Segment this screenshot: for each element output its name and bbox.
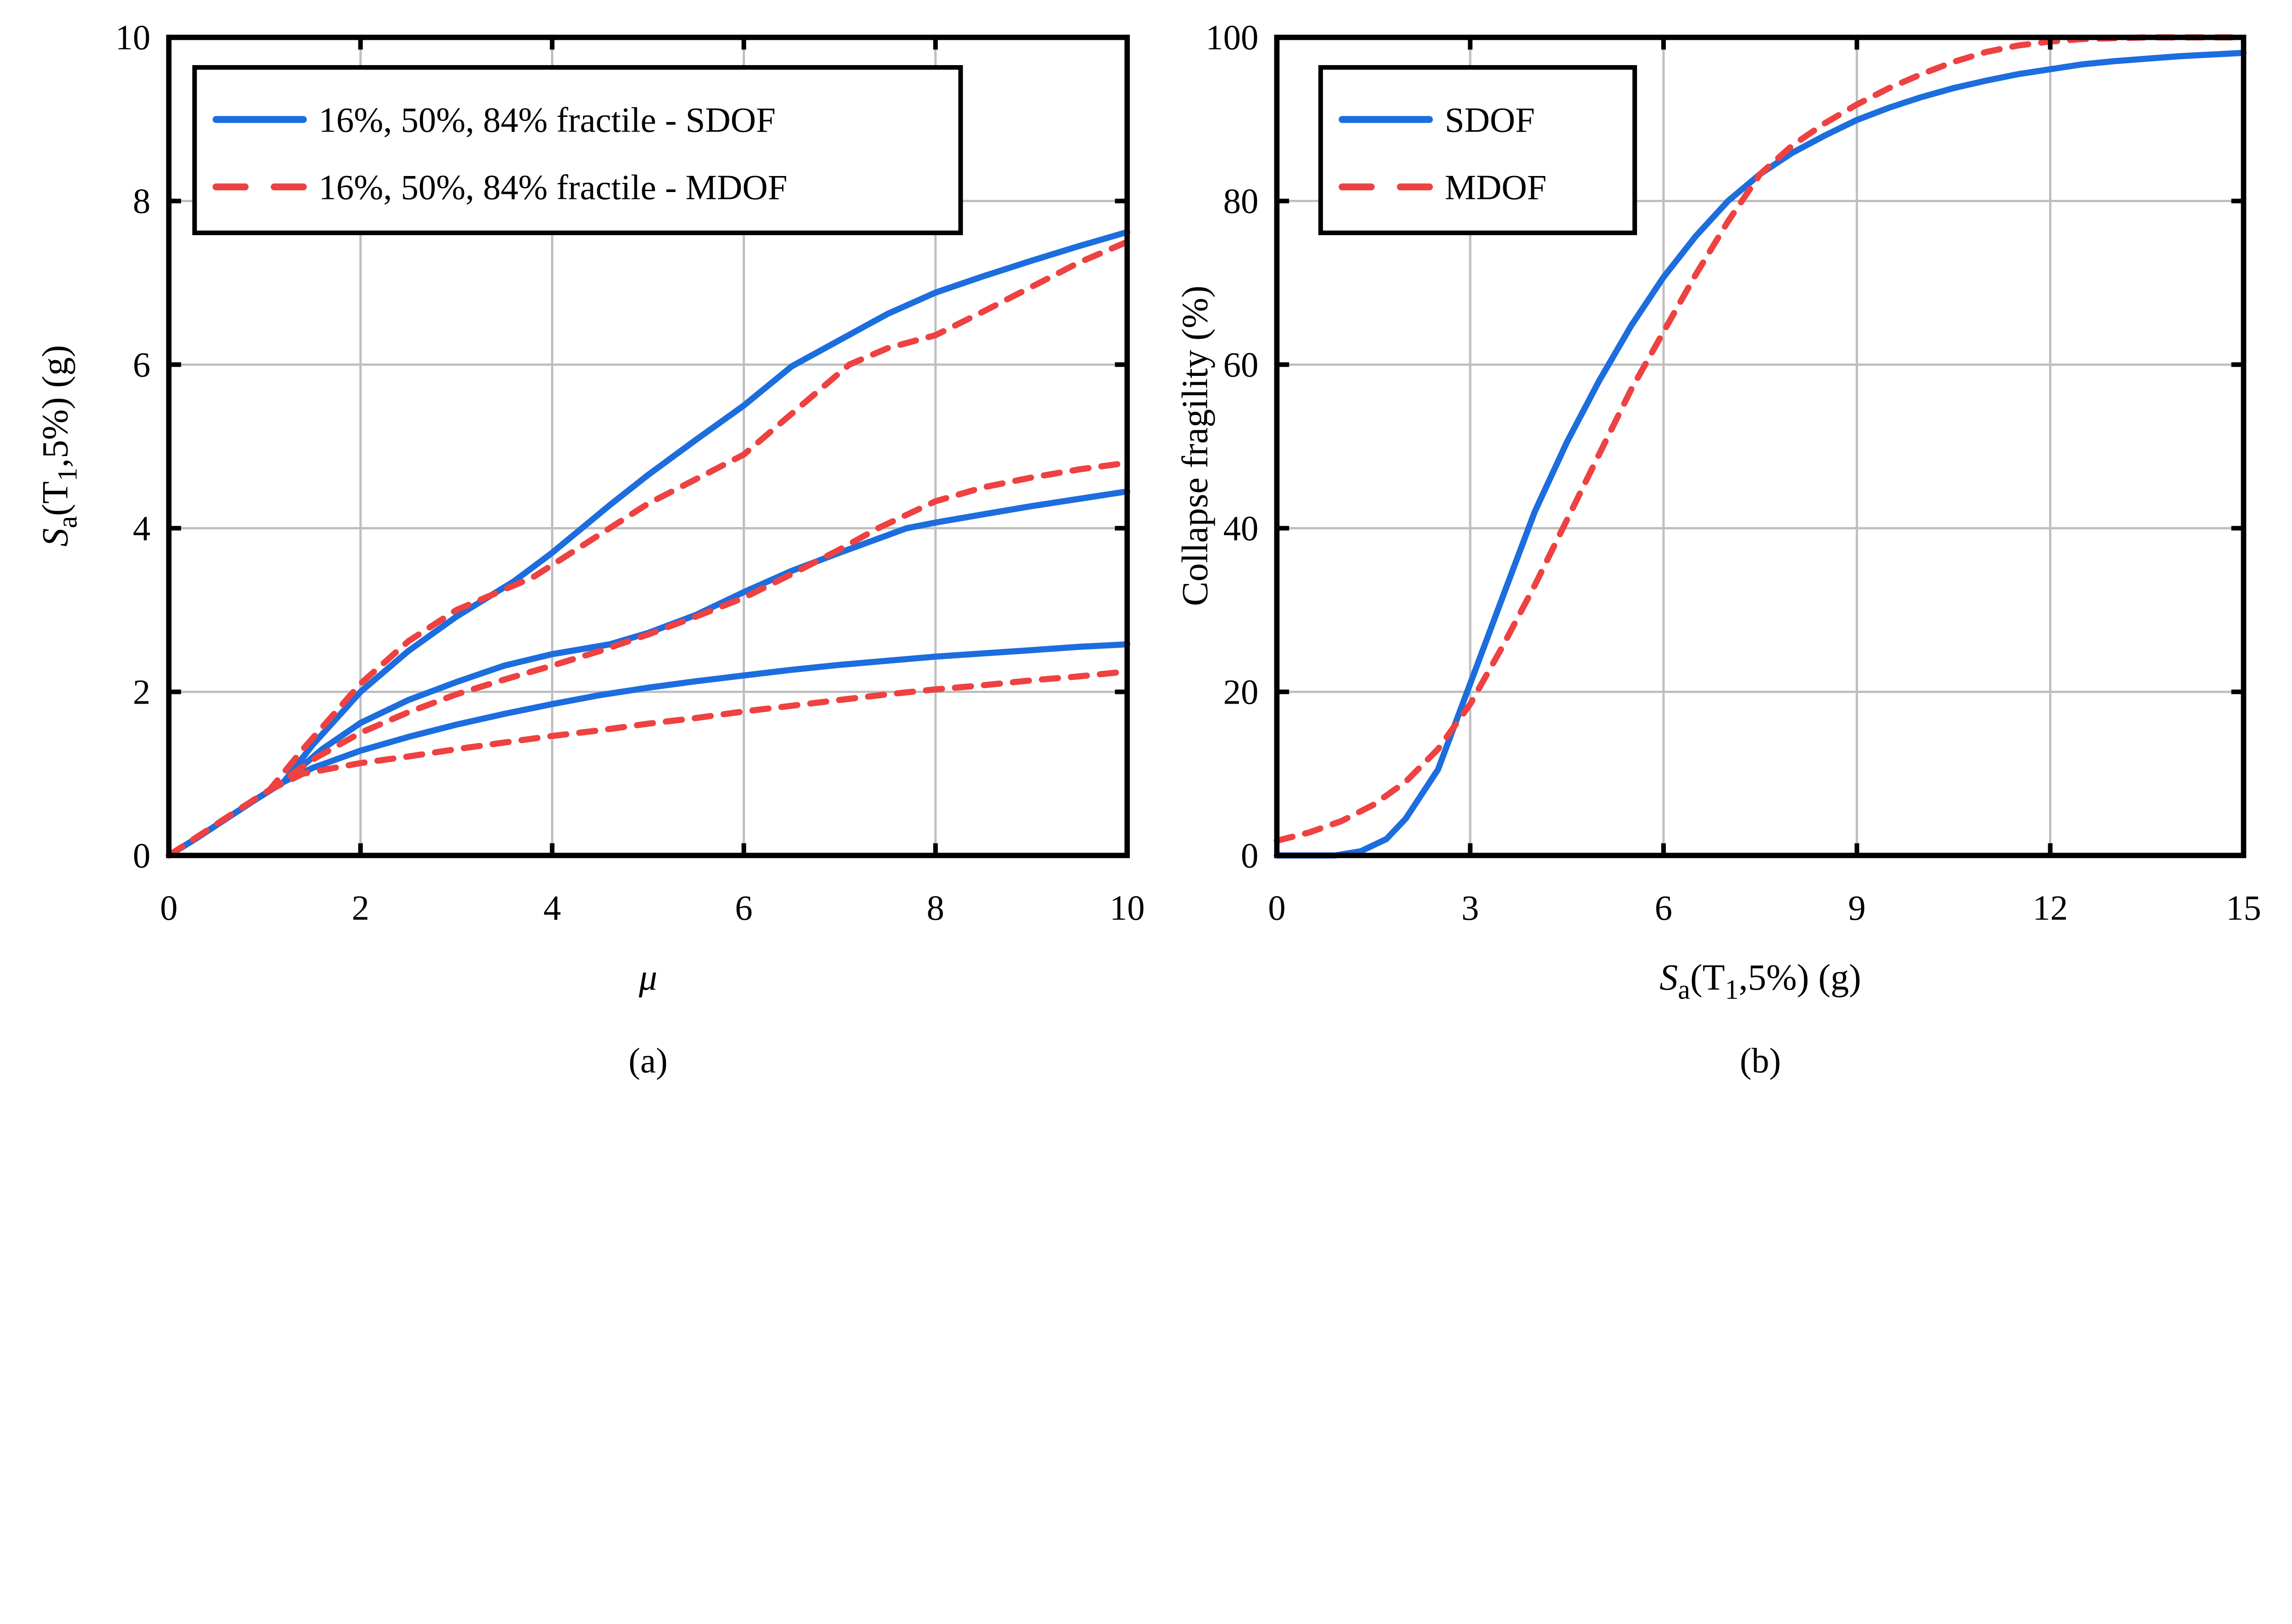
tick-label-x-8: 8 bbox=[927, 889, 944, 928]
tick-label-y-20: 20 bbox=[1223, 672, 1258, 711]
panel-b-legend: SDOF MDOF bbox=[1318, 65, 1637, 236]
panel-b-xlabel-subscript-a: a bbox=[1678, 974, 1690, 1005]
tick-label-y-40: 40 bbox=[1223, 509, 1258, 548]
series-50-fractile-sdof bbox=[165, 488, 1130, 859]
caption-b: (b) bbox=[1740, 1041, 1781, 1080]
tick-label-x-10: 10 bbox=[1109, 889, 1145, 928]
tick-label-y-0: 0 bbox=[1241, 836, 1258, 875]
panel-b-ylabel: Collapse fragility (%) bbox=[1175, 286, 1216, 606]
panel-b-ticks bbox=[1274, 34, 2247, 859]
tick-label-x-0: 0 bbox=[1268, 889, 1285, 928]
panel-a-legend-box bbox=[192, 65, 963, 236]
tick-label-x-6: 6 bbox=[735, 889, 752, 928]
series-84-fractile-sdof bbox=[165, 229, 1130, 859]
panel-b: 0 3 6 9 12 15 0 20 40 60 80 100 Collapse fragility … bbox=[1175, 18, 2261, 1080]
panel-a-axis-box bbox=[166, 34, 1130, 859]
caption-a: (a) bbox=[628, 1041, 667, 1080]
tick-label-x-12: 12 bbox=[2033, 889, 2068, 928]
tick-label-y-0: 0 bbox=[133, 836, 150, 875]
panel-b-legend-box bbox=[1318, 65, 1637, 236]
series-16-fractile-mdof bbox=[165, 668, 1130, 859]
panel-b-xlabel-mid: (T bbox=[1690, 958, 1725, 998]
panel-b-xlabel-symbol: S bbox=[1659, 958, 1678, 998]
tick-label-x-3: 3 bbox=[1461, 889, 1479, 928]
panel-b-xlabel-tail: ,5%) (g) bbox=[1739, 958, 1861, 998]
tick-label-y-80: 80 bbox=[1223, 182, 1258, 221]
panel-a-xlabel: μ bbox=[639, 958, 657, 998]
tick-label-x-6: 6 bbox=[1655, 889, 1672, 928]
tick-label-y-6: 6 bbox=[133, 346, 150, 385]
panel-a-ylabel-tail: ,5%) (g) bbox=[35, 345, 76, 468]
panel-a-ylabel: Sa(T1,5%) (g) bbox=[35, 345, 83, 547]
tick-label-y-60: 60 bbox=[1223, 346, 1258, 385]
panel-a: 0 2 4 6 8 10 0 2 4 6 8 10 Sa(T1,5%) (g) μ 16%, 50%,… bbox=[35, 18, 1145, 1080]
tick-label-y-10: 10 bbox=[115, 18, 150, 57]
panel-a-ylabel-mid: (T bbox=[35, 481, 76, 516]
panel-a-ylabel-symbol: S bbox=[35, 528, 76, 546]
panel-b-xlabel: Sa(T1,5%) (g) bbox=[1659, 958, 1861, 1005]
tick-label-x-4: 4 bbox=[543, 889, 561, 928]
panel-a-curves bbox=[165, 229, 1130, 859]
tick-label-y-100: 100 bbox=[1206, 18, 1258, 57]
tick-label-x-0: 0 bbox=[160, 889, 177, 928]
tick-label-y-4: 4 bbox=[133, 509, 150, 548]
tick-label-x-9: 9 bbox=[1848, 889, 1866, 928]
tick-label-y-8: 8 bbox=[133, 182, 150, 221]
panel-a-ylabel-subscript-a: a bbox=[52, 516, 83, 528]
series-84-fractile-mdof bbox=[165, 239, 1130, 859]
tick-label-x-2: 2 bbox=[352, 889, 369, 928]
tick-label-y-2: 2 bbox=[133, 672, 150, 711]
panel-a-legend: 16%, 50%, 84% fractile - SDOF 16%, 50%, … bbox=[192, 65, 963, 236]
panel-b-xlabel-subscript-1: 1 bbox=[1725, 974, 1739, 1005]
panel-b-legend-mdof-label: MDOF bbox=[1445, 168, 1547, 207]
tick-label-x-15: 15 bbox=[2226, 889, 2261, 928]
figure-container: 0 2 4 6 8 10 0 2 4 6 8 10 Sa(T1,5%) (g) μ 16%, 50%,… bbox=[35, 18, 2261, 1080]
panel-a-legend-mdof-label: 16%, 50%, 84% fractile - MDOF bbox=[319, 168, 787, 207]
panel-a-ticks bbox=[166, 34, 1130, 859]
panel-b-axis-box bbox=[1274, 34, 2247, 859]
panel-b-ticklabels: 0 3 6 9 12 15 0 20 40 60 80 100 bbox=[1206, 18, 2261, 928]
series-50-fractile-mdof bbox=[165, 460, 1130, 859]
panel-a-legend-sdof-label: 16%, 50%, 84% fractile - SDOF bbox=[319, 100, 776, 139]
panel-a-ylabel-subscript-1: 1 bbox=[52, 468, 83, 481]
panel-b-legend-sdof-label: SDOF bbox=[1445, 100, 1535, 139]
panel-a-ticklabels: 0 2 4 6 8 10 0 2 4 6 8 10 bbox=[115, 18, 1145, 928]
